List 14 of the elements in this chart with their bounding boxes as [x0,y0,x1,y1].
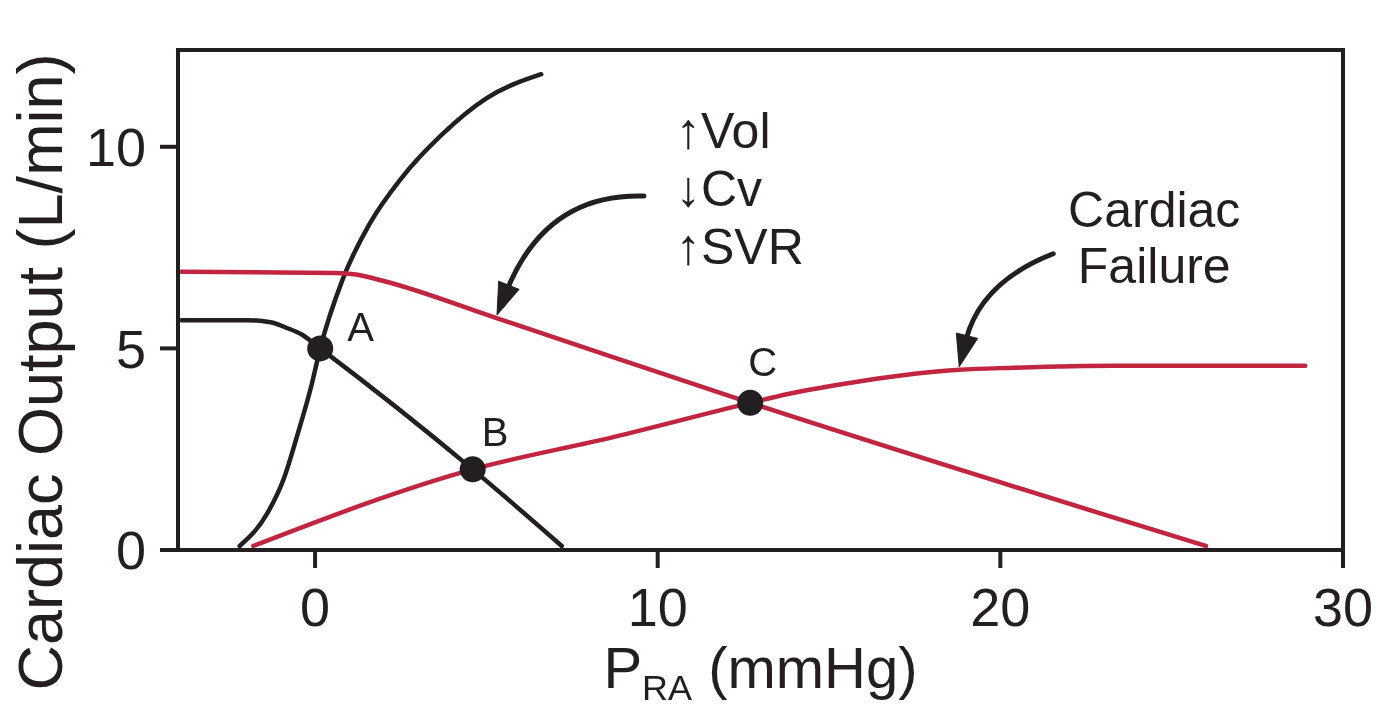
y-axis-title: Cardiac Output (L/min) [5,53,75,691]
data-label: A [347,305,375,350]
data-label: C [748,339,778,384]
data-label: B [481,410,509,455]
x-tick-label: 30 [1312,577,1374,638]
y-tick-label: 0 [115,520,146,581]
annotation: ↑Vol ↓Cv ↑SVR [676,103,804,275]
x-tick-label: 20 [970,577,1031,638]
annotation: Cardiac Failure [1068,181,1241,294]
y-tick-label: 10 [85,116,146,177]
x-tick-label: 10 [627,577,688,638]
x-tick-label: 0 [300,577,331,638]
x-axis-title: P$_{RA}$ (mmHg) [603,635,918,708]
y-tick-label: 5 [115,318,146,379]
